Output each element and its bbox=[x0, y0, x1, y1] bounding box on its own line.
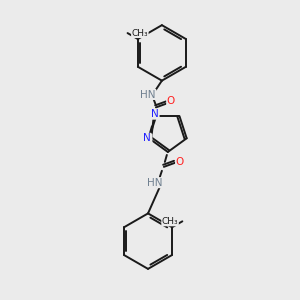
Text: N: N bbox=[143, 133, 151, 143]
Text: CH₃: CH₃ bbox=[131, 28, 148, 38]
Text: CH₃: CH₃ bbox=[162, 217, 178, 226]
Text: N: N bbox=[151, 109, 159, 119]
Text: O: O bbox=[167, 97, 175, 106]
Text: O: O bbox=[176, 157, 184, 167]
Text: HN: HN bbox=[147, 178, 163, 188]
Text: N: N bbox=[144, 134, 152, 144]
Text: HN: HN bbox=[140, 89, 156, 100]
